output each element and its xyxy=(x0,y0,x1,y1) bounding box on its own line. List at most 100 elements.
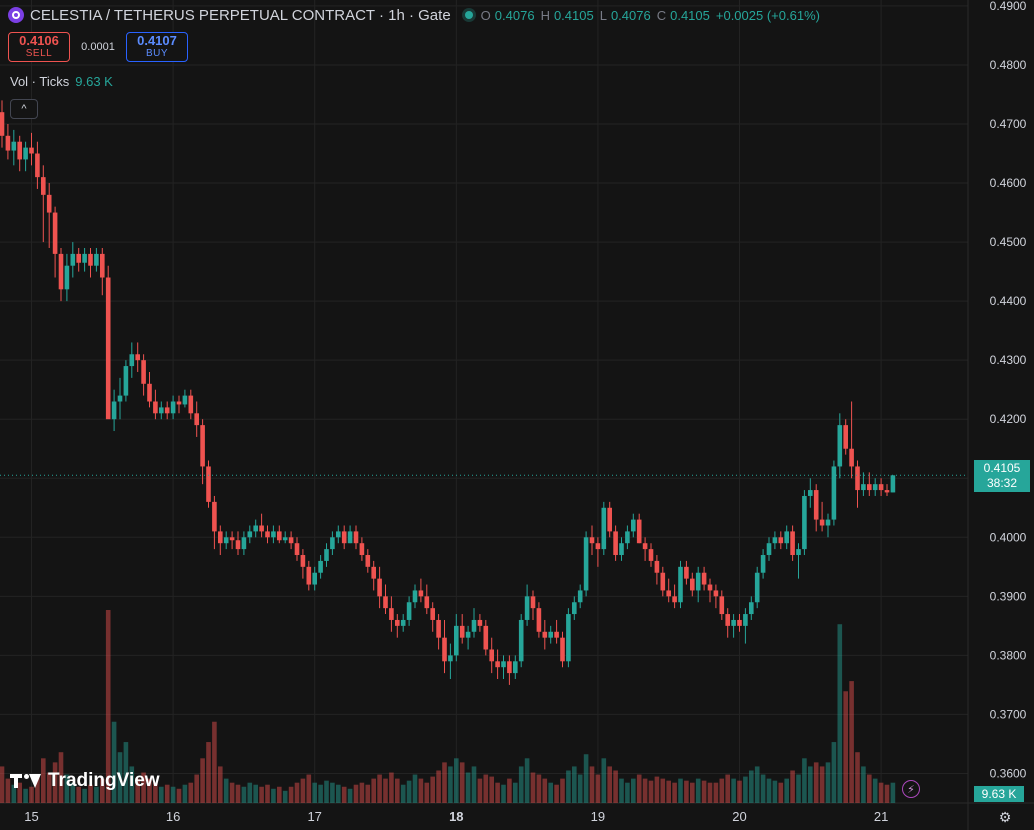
candle-body xyxy=(737,619,742,626)
volume-bar xyxy=(524,758,530,803)
volume-bar xyxy=(0,766,5,803)
y-tick-label: 0.4700 xyxy=(990,117,1027,131)
volume-bar xyxy=(831,742,837,803)
volume-bar xyxy=(625,782,630,803)
candle-body xyxy=(182,395,188,405)
y-tick-label: 0.3700 xyxy=(990,707,1027,721)
volume-bar xyxy=(430,776,435,803)
candle-body xyxy=(625,531,630,544)
x-tick-label: 15 xyxy=(24,809,38,824)
volume-bar xyxy=(94,786,99,803)
sell-price: 0.4106 xyxy=(19,33,59,48)
candle-body xyxy=(678,566,683,603)
buy-button[interactable]: 0.4107 BUY xyxy=(126,32,188,62)
volume-bar xyxy=(731,778,736,803)
volume-bar xyxy=(312,782,317,803)
candle-body xyxy=(330,537,335,550)
volume-bar xyxy=(241,786,247,803)
candle-body xyxy=(430,608,435,620)
candle-body xyxy=(766,543,772,556)
candle-body xyxy=(359,543,365,556)
volume-bar xyxy=(465,772,471,803)
volume-bar xyxy=(802,758,807,803)
price-axis[interactable]: 0.4900 0.4800 0.4700 0.4600 0.4500 0.4400 0.43… xyxy=(990,0,1027,780)
volume-bar xyxy=(223,778,229,803)
volume-bar xyxy=(530,772,536,803)
candle-body xyxy=(589,537,595,544)
candles xyxy=(0,100,896,685)
settings-gear-icon[interactable]: ⚙ xyxy=(998,809,1012,825)
candle-body xyxy=(861,484,866,491)
candle-body xyxy=(88,253,93,266)
candle-body xyxy=(46,194,52,213)
candle-body xyxy=(341,531,347,544)
candle-body xyxy=(153,401,158,414)
candle-body xyxy=(660,572,666,591)
volume-bar xyxy=(660,778,666,803)
sell-button[interactable]: 0.4106 SELL xyxy=(8,32,70,62)
volume-bar xyxy=(566,770,571,803)
volume-bar xyxy=(678,778,683,803)
y-tick-label: 0.4200 xyxy=(990,412,1027,426)
volume-bar xyxy=(135,778,140,803)
volume-bar xyxy=(613,770,618,803)
candle-body xyxy=(442,637,447,662)
last-price-value: 0.4105 xyxy=(983,461,1021,475)
candle-body xyxy=(754,572,760,603)
volume-bar xyxy=(648,780,654,803)
candle-body xyxy=(654,560,660,573)
volume-bar xyxy=(164,784,170,803)
candle-body xyxy=(666,590,671,597)
collapse-chevron-icon[interactable]: ^ xyxy=(10,99,38,119)
volume-bars xyxy=(0,610,896,803)
candle-body xyxy=(412,590,418,603)
candle-body xyxy=(5,135,11,151)
time-axis[interactable]: 15 16 17 18 19 20 21 xyxy=(24,809,888,824)
candle-body xyxy=(577,590,583,603)
candle-body xyxy=(23,147,28,160)
volume-bar xyxy=(424,782,430,803)
candle-body xyxy=(707,584,713,591)
candle-body xyxy=(872,484,878,491)
last-price-tag: 0.4105 38:32 xyxy=(974,460,1030,492)
volume-bar xyxy=(70,782,76,803)
ohlc-label-o: O xyxy=(480,7,491,23)
volume-bar xyxy=(383,778,388,803)
candle-body xyxy=(389,608,394,620)
volume-bar xyxy=(182,784,188,803)
volume-bar xyxy=(288,786,294,803)
candle-body xyxy=(867,484,872,491)
volume-legend[interactable]: Vol · Ticks 9.63 K xyxy=(10,74,113,89)
candle-body xyxy=(843,425,848,449)
candle-body xyxy=(878,484,884,491)
candle-body xyxy=(324,549,329,561)
volume-bar xyxy=(35,774,40,803)
volume-bar xyxy=(749,770,754,803)
volume-bar xyxy=(542,778,548,803)
volume-bar xyxy=(105,610,111,803)
volume-bar xyxy=(890,782,896,803)
candle-body xyxy=(229,537,235,541)
ohlc-label-h: H xyxy=(540,7,550,23)
volume-bar xyxy=(489,776,494,803)
volume-bar xyxy=(878,782,884,803)
volume-bar xyxy=(701,780,707,803)
candle-body xyxy=(105,277,111,420)
candle-body xyxy=(572,602,577,615)
candle-body xyxy=(147,383,152,402)
candle-body xyxy=(743,614,748,626)
volume-bar xyxy=(371,778,376,803)
candle-body xyxy=(129,354,135,367)
candle-body xyxy=(690,578,695,591)
price-change: +0.0025 (+0.61%) xyxy=(715,7,820,23)
candle-body xyxy=(530,596,536,609)
volume-bar xyxy=(518,766,524,803)
volume-bar xyxy=(253,784,258,803)
lightning-icon[interactable]: ⚡ xyxy=(902,780,920,798)
volume-bar xyxy=(459,762,465,803)
volume-bar xyxy=(872,778,878,803)
candle-body xyxy=(772,537,778,544)
tradingview-logo[interactable]: TradingView xyxy=(10,770,160,792)
volume-bar xyxy=(595,774,601,803)
